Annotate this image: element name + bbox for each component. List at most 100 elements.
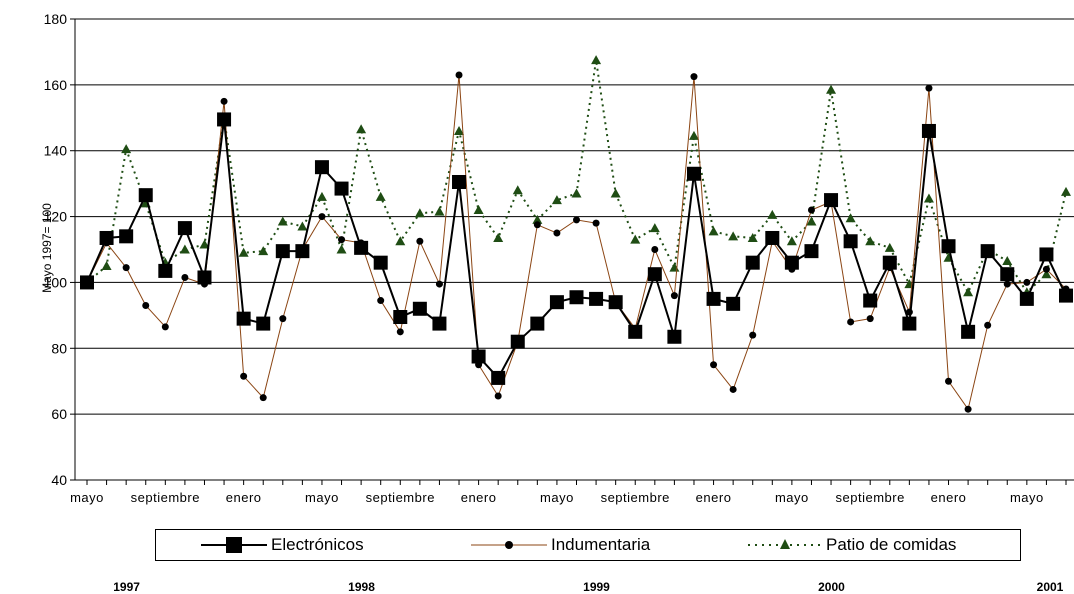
series-line-0 (86, 119, 1067, 380)
data-point-triangle (414, 208, 425, 218)
x-tick-label: septiembre (131, 490, 200, 505)
data-point-square (197, 270, 212, 285)
data-point-square (256, 316, 271, 331)
x-tick-label: enero (461, 490, 497, 505)
data-point-square (158, 263, 173, 278)
data-point-square (804, 244, 819, 259)
data-point-triangle (297, 221, 308, 231)
data-point-triangle (512, 185, 523, 195)
x-tick-label: mayo (70, 490, 104, 505)
data-point-circle (240, 372, 248, 380)
data-point-square (138, 188, 153, 203)
data-point-triangle (454, 125, 465, 135)
data-point-triangle (395, 236, 406, 246)
data-point-triangle (121, 144, 132, 154)
x-tick-label: enero (226, 490, 262, 505)
x-axis-ticks: mayo septiembre enero mayo septiembre enero ma… (70, 480, 1067, 505)
data-point-square (882, 255, 897, 270)
data-point-square (843, 234, 858, 249)
series-group (80, 55, 1073, 413)
data-point-triangle (199, 239, 210, 249)
data-point-circle (122, 264, 130, 272)
y-tick-label: 60 (51, 406, 67, 422)
data-point-triangle (336, 244, 347, 254)
data-point-square (393, 310, 408, 325)
data-point-square (314, 160, 329, 175)
data-point-square (295, 244, 310, 259)
data-point-circle (533, 221, 541, 229)
data-point-triangle (258, 246, 269, 256)
legend: Electrónicos Indumentaria Patio de comid… (155, 529, 1021, 561)
x-tick-label: enero (931, 490, 967, 505)
x-tick-label: septiembre (366, 490, 435, 505)
year-label: 1997 (113, 580, 140, 594)
data-point-circle (318, 213, 326, 221)
x-tick-label: mayo (540, 490, 574, 505)
data-point-triangle (356, 124, 367, 134)
data-point-square (80, 275, 94, 290)
data-point-square (706, 291, 721, 306)
data-point-circle (690, 73, 698, 81)
data-point-circle (259, 394, 267, 402)
data-point-circle (749, 331, 757, 339)
x-tick-label: enero (696, 490, 732, 505)
y-tick-label: 180 (44, 11, 68, 27)
legend-item-electronicos: Electrónicos (201, 534, 364, 556)
legend-label: Electrónicos (271, 535, 364, 554)
data-point-triangle (434, 206, 445, 216)
data-point-circle (377, 297, 385, 305)
data-point-square (1000, 267, 1015, 282)
data-point-circle (670, 292, 678, 300)
data-point-square (745, 255, 760, 270)
data-point-triangle (551, 195, 562, 205)
data-point-square (1019, 291, 1034, 306)
data-point-triangle (884, 242, 895, 252)
data-point-square (921, 123, 936, 138)
data-point-triangle (747, 232, 758, 242)
data-point-circle (1023, 278, 1031, 286)
data-point-triangle (826, 84, 837, 94)
data-point-square (980, 244, 995, 259)
data-point-triangle (1061, 186, 1071, 196)
legend-label: Indumentaria (551, 535, 651, 554)
data-point-square (686, 166, 701, 181)
data-point-square (471, 349, 486, 364)
data-point-circle (494, 392, 502, 400)
data-point-square (941, 239, 956, 254)
data-point-triangle (845, 213, 856, 223)
y-tick-label: 100 (44, 274, 68, 290)
data-point-square (217, 112, 232, 127)
data-point-square (1039, 247, 1054, 262)
data-point-circle (573, 216, 580, 224)
data-point-triangle (277, 216, 288, 226)
data-point-square (647, 267, 662, 282)
data-point-square (589, 291, 604, 306)
data-point-triangle (101, 260, 112, 270)
data-point-triangle (1002, 256, 1013, 266)
data-point-triangle (688, 130, 699, 140)
data-point-triangle (610, 188, 621, 198)
data-point-triangle (473, 204, 484, 214)
x-tick-label: septiembre (836, 490, 905, 505)
year-label: 2000 (818, 580, 845, 594)
y-tick-label: 40 (51, 472, 67, 488)
year-label: 1999 (583, 580, 610, 594)
data-point-circle (455, 71, 463, 79)
data-point-triangle (767, 209, 778, 219)
data-point-circle (1042, 265, 1050, 273)
data-point-circle (925, 84, 933, 92)
data-point-circle (651, 246, 659, 253)
data-point-triangle (238, 247, 249, 257)
data-point-circle (553, 229, 561, 237)
data-point-square (452, 174, 467, 189)
data-point-square (432, 316, 447, 331)
data-point-triangle (179, 244, 190, 254)
data-point-square (119, 229, 134, 244)
data-point-circle (181, 273, 189, 281)
data-point-triangle (571, 188, 582, 198)
data-point-square (863, 293, 878, 308)
data-point-triangle (649, 223, 660, 233)
data-point-square (961, 324, 976, 339)
data-point-triangle (669, 262, 680, 272)
data-point-triangle (786, 236, 797, 246)
